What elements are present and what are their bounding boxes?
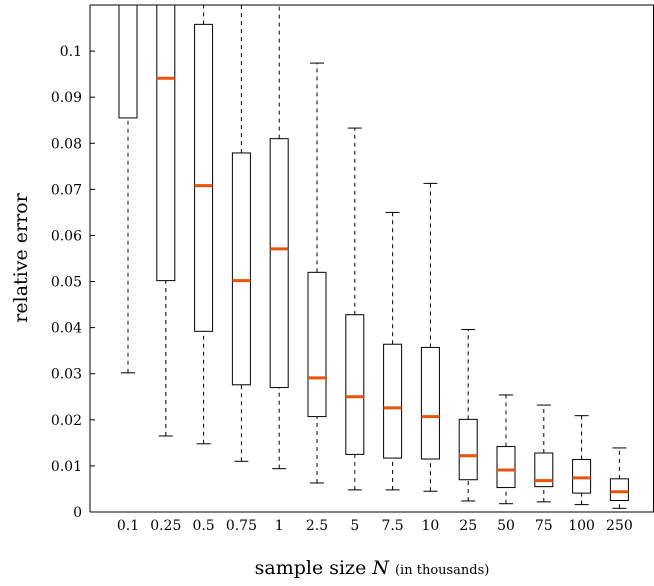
box-plot-10 bbox=[420, 182, 440, 492]
x-tick-label: 7.5 bbox=[381, 518, 403, 534]
x-tick-label: 1 bbox=[275, 518, 284, 534]
box-iqr bbox=[572, 458, 592, 494]
x-tick-label: 100 bbox=[568, 518, 595, 534]
x-tick-label: 0.75 bbox=[226, 518, 257, 534]
y-tick-label: 0.09 bbox=[51, 90, 82, 106]
box-plot-7_5 bbox=[383, 211, 403, 491]
box-plot-0_1 bbox=[118, 5, 138, 374]
boxes-layer bbox=[118, 5, 629, 509]
box-iqr bbox=[269, 138, 289, 389]
y-tick-label: 0 bbox=[73, 505, 82, 521]
x-axis-label-variable: N bbox=[371, 557, 390, 579]
x-axis-label-prefix: sample size bbox=[255, 557, 373, 579]
x-tick-label: 2.5 bbox=[306, 518, 328, 534]
box-plot-50 bbox=[496, 394, 516, 505]
y-tick-label: 0.08 bbox=[51, 136, 82, 152]
axes-layer: 0 0.01 0.02 0.03 0.04 0.05 0.06 0.07 0.08 0.09 0.1… bbox=[51, 4, 654, 534]
y-axis-label: relative error bbox=[10, 192, 32, 322]
y-tick-label: 0.07 bbox=[51, 182, 82, 198]
x-axis-label-suffix: (in thousands) bbox=[395, 563, 489, 578]
x-tick-label: 0.25 bbox=[150, 518, 181, 534]
y-tick-label: 0.01 bbox=[51, 459, 82, 475]
box-plot-25 bbox=[458, 328, 478, 502]
x-tick-label: 0.5 bbox=[192, 518, 214, 534]
x-axis-label: sample size N (in thousands) bbox=[255, 557, 490, 579]
box-plot-1 bbox=[269, 5, 289, 470]
box-plot-0_25 bbox=[156, 5, 176, 437]
box-iqr bbox=[534, 452, 554, 488]
x-tick-label: 10 bbox=[421, 518, 439, 534]
box-iqr bbox=[609, 478, 629, 501]
y-tick-label: 0.1 bbox=[60, 44, 82, 60]
box-iqr bbox=[118, 5, 138, 119]
y-tick-label: 0.03 bbox=[51, 367, 82, 383]
x-tick-label: 75 bbox=[535, 518, 553, 534]
x-tick-label: 5 bbox=[350, 518, 359, 534]
box-iqr bbox=[420, 346, 440, 460]
box-plot-5 bbox=[345, 127, 365, 491]
box-plot-2_5 bbox=[307, 62, 327, 484]
box-iqr bbox=[383, 343, 403, 459]
box-plot-0_5 bbox=[194, 5, 214, 445]
y-tick-label: 0.06 bbox=[51, 228, 82, 244]
box-iqr bbox=[231, 152, 251, 386]
box-plot-75 bbox=[534, 404, 554, 503]
box-iqr bbox=[496, 446, 516, 489]
y-tick-label: 0.05 bbox=[51, 275, 82, 291]
box-plot-100 bbox=[572, 415, 592, 506]
x-tick-label: 0.1 bbox=[117, 518, 139, 534]
box-iqr bbox=[345, 314, 365, 455]
x-tick-label: 25 bbox=[459, 518, 477, 534]
x-tick-label: 50 bbox=[497, 518, 515, 534]
box-plot-0_75 bbox=[231, 5, 251, 462]
box-iqr bbox=[194, 23, 214, 332]
box-iqr bbox=[458, 418, 478, 481]
box-plot-250 bbox=[609, 447, 629, 509]
box-iqr bbox=[307, 271, 327, 418]
box-iqr bbox=[156, 5, 176, 282]
y-tick-label: 0.04 bbox=[51, 321, 82, 337]
y-tick-label: 0.02 bbox=[51, 413, 82, 429]
x-tick-label: 250 bbox=[606, 518, 633, 534]
